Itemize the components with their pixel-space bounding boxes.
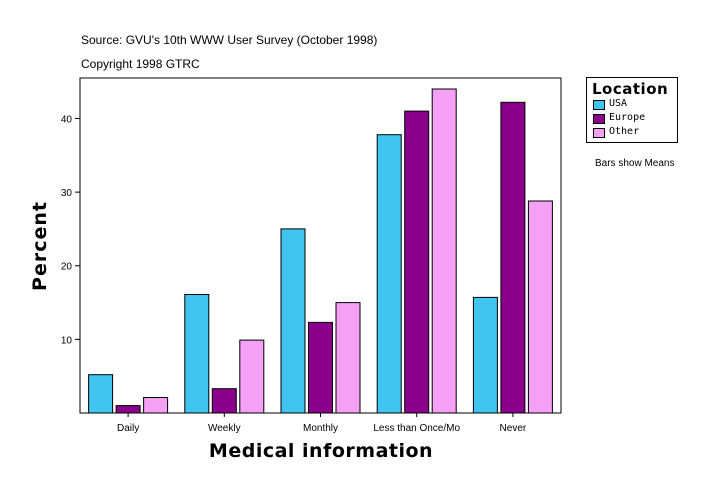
bar-usa-0: [88, 374, 114, 414]
bar-usa-4: [472, 296, 498, 414]
x-tick-label: Weekly: [208, 423, 241, 434]
y-tick-label: 10: [61, 335, 73, 346]
y-tick-label: 40: [61, 114, 73, 125]
bar-usa-2: [280, 228, 306, 414]
bar-other-3: [431, 88, 457, 414]
means-note: Bars show Means: [595, 158, 675, 169]
bar-other-1: [239, 339, 265, 414]
y-tick-label: 20: [61, 262, 73, 273]
legend: Location USA Europe Other: [586, 77, 678, 143]
bar-other-2: [335, 302, 361, 414]
x-tick-label: Daily: [117, 423, 139, 434]
legend-swatch-usa: [593, 100, 605, 110]
legend-title: Location: [592, 80, 669, 98]
copyright-note: Copyright 1998 GTRC: [81, 57, 200, 71]
legend-label-europe: Europe: [609, 112, 646, 123]
x-axis-label: Medical information: [209, 440, 433, 462]
x-tick-label: Monthly: [303, 423, 338, 434]
legend-swatch-other: [593, 128, 605, 138]
bar-europe-2: [308, 321, 333, 414]
y-tick-label: 30: [61, 188, 73, 199]
bar-europe-3: [404, 110, 430, 414]
x-tick-label: Never: [500, 423, 527, 434]
bar-other-0: [143, 397, 169, 414]
bar-europe-4: [500, 101, 526, 414]
bar-usa-3: [376, 134, 402, 414]
bar-europe-1: [211, 388, 237, 414]
legend-label-usa: USA: [609, 98, 628, 109]
x-tick-label: Less than Once/Mo: [373, 423, 460, 434]
legend-swatch-europe: [593, 114, 605, 124]
bars-group: [88, 88, 553, 414]
bar-europe-0: [115, 405, 141, 414]
y-axis-label: Percent: [29, 201, 51, 291]
bar-other-4: [527, 200, 553, 414]
source-note: Source: GVU's 10th WWW User Survey (Octo…: [81, 33, 378, 47]
legend-label-other: Other: [609, 126, 640, 137]
x-axis: Daily Weekly Monthly Less than Once/Mo Never: [117, 413, 527, 434]
bar-usa-1: [184, 294, 210, 414]
y-axis: 10 20 30 40: [61, 114, 80, 346]
